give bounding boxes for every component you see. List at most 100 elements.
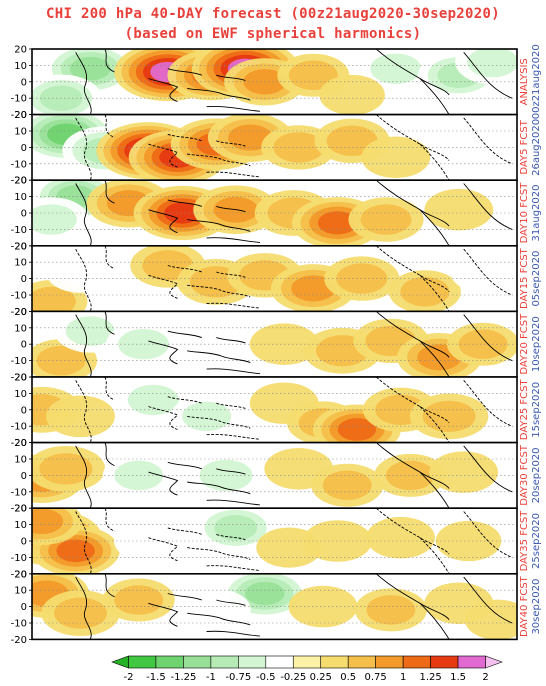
colorbar-segment [375, 655, 404, 669]
coastline [104, 573, 115, 598]
contour-blob [114, 460, 164, 491]
coastline [419, 78, 450, 115]
contour-blob [385, 460, 435, 491]
y-tick-label: -20 [11, 307, 27, 318]
coastline [187, 547, 251, 560]
coastline [104, 114, 115, 139]
contour-blob [450, 251, 516, 293]
contour-blob [56, 539, 95, 563]
y-tick-label: 0 [21, 537, 27, 548]
colorbar-tick-label: -2 [123, 672, 133, 683]
y-tick-label: 0 [21, 143, 27, 154]
map-panel: 20 10 0 -10 -20 DAY5 FCST 26aug2020 [11, 110, 542, 187]
coastline [187, 415, 251, 429]
coastline [463, 52, 513, 99]
coastline [104, 180, 115, 204]
y-tick-label: -20 [11, 241, 27, 252]
coastline [206, 368, 260, 375]
coastline [75, 52, 92, 115]
colorbar-segment [183, 655, 212, 669]
coastline [419, 537, 450, 574]
coastline [419, 209, 450, 246]
coastline [419, 143, 450, 181]
colorbar-segment [111, 655, 129, 669]
coastline [75, 576, 92, 640]
coastline [216, 74, 246, 81]
y-tick-label: 0 [21, 274, 27, 285]
y-tick-label: -10 [11, 422, 27, 433]
colorbar-segment [402, 655, 431, 669]
coastline [167, 330, 202, 339]
colorbar-tick-label: -0.25 [280, 672, 306, 683]
colorbar-segment [210, 655, 239, 669]
y-tick-label: 0 [21, 405, 27, 416]
coastline [206, 105, 260, 112]
coastline [167, 133, 202, 142]
contour-blob [32, 204, 77, 235]
colorbar-segment [430, 655, 459, 669]
coastline [463, 445, 513, 493]
contour-blob [288, 585, 358, 628]
colorbar-tick-label: 0.25 [310, 672, 332, 683]
colorbar-tick-label: 0.75 [365, 672, 387, 683]
coastline [167, 199, 202, 207]
coastline [463, 511, 513, 558]
y-tick-label: 10 [14, 389, 27, 400]
y-tick-label: 20 [14, 373, 27, 384]
y-tick-label: -10 [11, 291, 27, 302]
coastline [187, 350, 251, 364]
panel-label: DAY15 FCST [519, 247, 530, 309]
y-tick-label: -20 [11, 373, 27, 384]
y-tick-label: 10 [14, 258, 27, 269]
colorbar-tick-label: 2 [482, 672, 488, 683]
colorbar-tick-label: -0.5 [256, 672, 276, 683]
contour-blob [214, 515, 258, 541]
contour-blob [336, 263, 388, 294]
colorbar-segment [238, 655, 267, 669]
colorbar-tick-label: 0.5 [340, 672, 356, 683]
y-tick-label: 0 [21, 77, 27, 88]
y-tick-label: 20 [14, 110, 27, 121]
chart-title: CHI 200 hPa 40-DAY forecast (00z21aug202… [46, 6, 500, 22]
map-panel: 20 10 0 -10 -20 DAY40 FCST 30sep2020 [11, 569, 542, 646]
coastline [167, 461, 202, 470]
coastline [104, 377, 115, 401]
contour-blob [366, 516, 435, 559]
panel-date: 10sep2020 [531, 316, 542, 372]
coastline [206, 565, 260, 571]
coastline [375, 508, 450, 555]
contour-blob [424, 188, 494, 231]
coastline [463, 380, 513, 427]
panel-label: DAY20 FCST [519, 313, 530, 375]
coastline [187, 219, 251, 232]
contour-blob [400, 276, 450, 307]
panel-date: 00z21aug2020 [531, 44, 542, 119]
contour-blob [322, 470, 372, 501]
y-tick-label: 10 [14, 520, 27, 531]
panel-label: DAY5 FCST [519, 119, 530, 174]
colorbar-segment [292, 655, 322, 669]
colorbar-tick-label: -0.75 [225, 672, 251, 683]
coastline [187, 481, 251, 495]
colorbar-tick-label: -1.25 [170, 672, 196, 683]
contour-blob [370, 53, 422, 84]
y-tick-label: 10 [14, 455, 27, 466]
coastline [75, 445, 92, 509]
contour-blob [319, 74, 385, 115]
contour-blob [65, 316, 115, 346]
map-panel: 20 10 0 -10 -20 DAY15 FCST 05sep2020 [11, 241, 542, 318]
panel-label: DAY30 FCST [519, 444, 530, 506]
coastline [419, 602, 450, 640]
y-tick-label: 10 [14, 192, 27, 203]
y-tick-label: -10 [11, 619, 27, 630]
coastline [187, 153, 251, 167]
coastline [216, 468, 246, 475]
panel-label: ANALYSIS [519, 58, 530, 105]
contour-blob [32, 508, 64, 535]
contour-blob [173, 317, 240, 358]
coastline [75, 183, 92, 246]
coastline [104, 311, 115, 335]
coastline [419, 274, 450, 312]
y-tick-label: -20 [11, 635, 27, 646]
